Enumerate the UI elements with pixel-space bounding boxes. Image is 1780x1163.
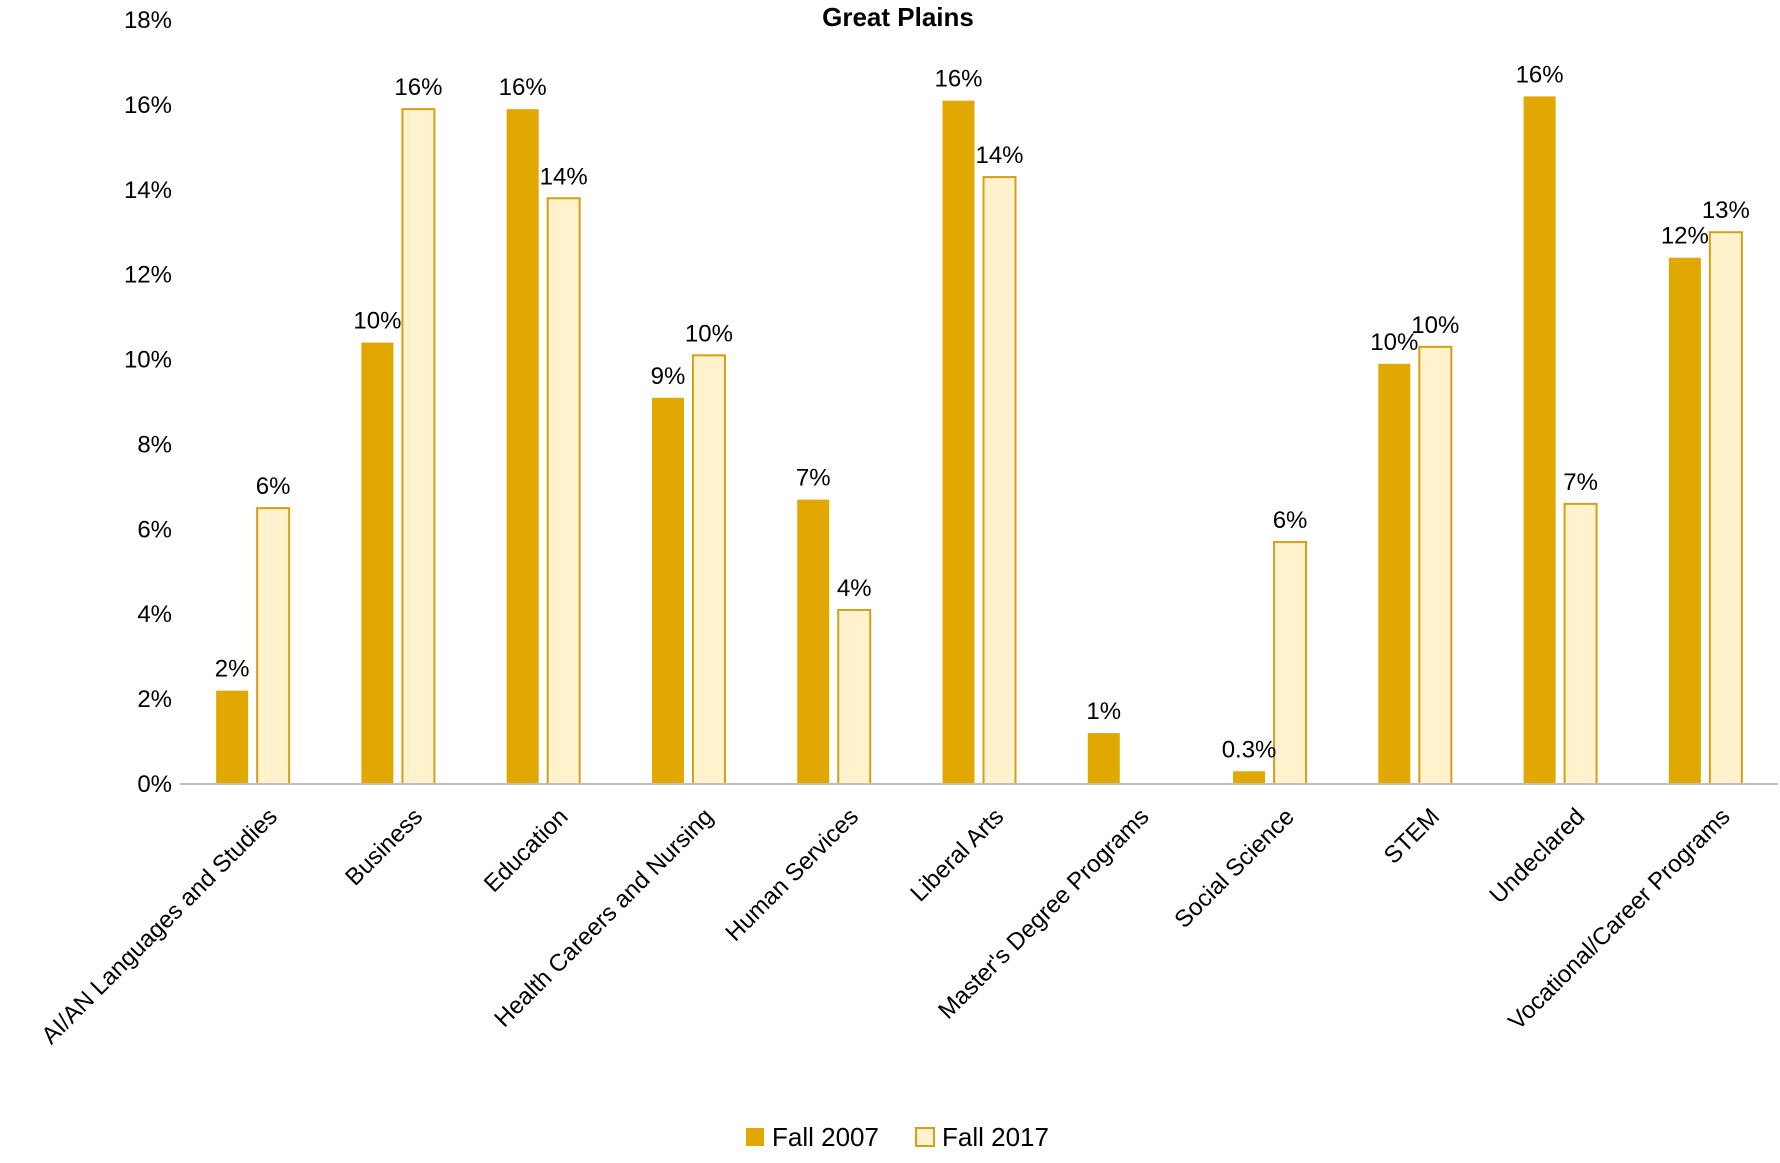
x-tick-label: Education bbox=[479, 803, 574, 898]
data-label: 6% bbox=[256, 473, 291, 500]
x-tick-label: AI/AN Languages and Studies bbox=[36, 803, 282, 1049]
data-label: 0.3% bbox=[1222, 736, 1277, 763]
x-tick-label: Business bbox=[340, 803, 428, 891]
bar-fall-2007 bbox=[1523, 96, 1556, 784]
bar-fall-2007 bbox=[1087, 733, 1120, 784]
y-tick-label: 14% bbox=[124, 177, 172, 204]
y-tick-label: 2% bbox=[137, 686, 172, 713]
bar-fall-2017 bbox=[401, 108, 436, 785]
y-axis: 0% 2% 4% 6% 8% 10% 12% 14% 16% 18% bbox=[124, 7, 172, 798]
bar-fall-2007 bbox=[361, 342, 394, 784]
data-label: 16% bbox=[1516, 61, 1564, 88]
data-label: 13% bbox=[1702, 197, 1750, 224]
legend-swatch bbox=[746, 1128, 764, 1146]
bar-fall-2017 bbox=[982, 176, 1017, 786]
x-axis: AI/AN Languages and Studies Business Educa… bbox=[36, 783, 1778, 1050]
legend-swatch bbox=[915, 1127, 935, 1147]
legend: Fall 2007 Fall 2017 bbox=[746, 1122, 1049, 1152]
bar-fall-2017 bbox=[1708, 231, 1743, 785]
x-tick-label: Social Science bbox=[1169, 803, 1299, 933]
y-tick-label: 0% bbox=[137, 771, 172, 798]
bar-fall-2007 bbox=[1668, 257, 1701, 784]
data-label: 12% bbox=[1661, 223, 1709, 250]
data-label: 7% bbox=[796, 465, 831, 492]
y-tick-label: 8% bbox=[137, 431, 172, 458]
data-label: 10% bbox=[1370, 329, 1418, 356]
bar-fall-2017 bbox=[691, 354, 726, 785]
data-label: 16% bbox=[499, 74, 547, 101]
bar-fall-2007 bbox=[506, 109, 539, 785]
bar-fall-2017 bbox=[256, 507, 291, 785]
bar-fall-2017 bbox=[837, 608, 872, 785]
bar-fall-2017 bbox=[1418, 345, 1453, 785]
x-tick-label: Liberal Arts bbox=[905, 803, 1009, 907]
bars bbox=[216, 96, 1743, 786]
data-label: 10% bbox=[1411, 312, 1459, 339]
bar-fall-2017 bbox=[1273, 541, 1308, 785]
data-label: 7% bbox=[1563, 469, 1598, 496]
x-tick-label: Undeclared bbox=[1484, 803, 1590, 909]
x-tick-label: Human Services bbox=[720, 803, 864, 947]
data-label: 9% bbox=[651, 363, 686, 390]
data-label: 14% bbox=[975, 142, 1023, 169]
data-label: 6% bbox=[1273, 507, 1308, 534]
data-label: 2% bbox=[215, 656, 250, 683]
data-label: 14% bbox=[540, 163, 588, 190]
data-labels: 2% 6% 10% 16% 16% 14% 9% 10% 7% 4% 16% 14% 1% 0.3% 6% 1… bbox=[215, 61, 1750, 763]
data-label: 16% bbox=[394, 74, 442, 101]
bar-fall-2007 bbox=[1233, 771, 1266, 784]
legend-label: Fall 2007 bbox=[772, 1122, 879, 1152]
bar-fall-2017 bbox=[1563, 502, 1598, 785]
y-tick-label: 4% bbox=[137, 601, 172, 628]
data-label: 4% bbox=[837, 575, 872, 602]
x-tick-label: STEM bbox=[1379, 803, 1445, 869]
bar-fall-2017 bbox=[546, 197, 581, 785]
data-label: 10% bbox=[685, 320, 733, 347]
data-label: 1% bbox=[1086, 698, 1121, 725]
bar-fall-2007 bbox=[1378, 363, 1411, 784]
y-tick-label: 16% bbox=[124, 92, 172, 119]
bar-fall-2007 bbox=[651, 397, 684, 784]
y-tick-label: 10% bbox=[124, 347, 172, 374]
y-tick-label: 6% bbox=[137, 516, 172, 543]
bar-fall-2007 bbox=[942, 100, 975, 784]
y-tick-label: 12% bbox=[124, 262, 172, 289]
data-label: 16% bbox=[934, 66, 982, 93]
bar-fall-2007 bbox=[216, 690, 249, 784]
data-label: 10% bbox=[353, 308, 401, 335]
y-tick-label: 18% bbox=[124, 7, 172, 34]
bar-fall-2007 bbox=[797, 499, 830, 784]
legend-label: Fall 2017 bbox=[942, 1122, 1049, 1152]
chart-title: Great Plains bbox=[822, 2, 974, 32]
